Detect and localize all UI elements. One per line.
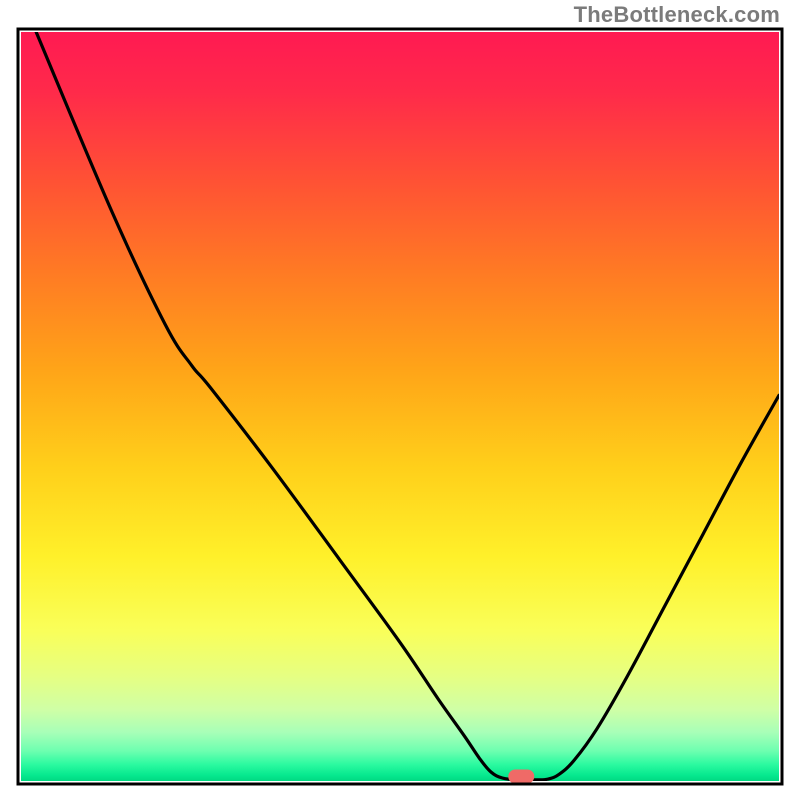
bottleneck-curve-chart — [0, 0, 800, 800]
chart-canvas: TheBottleneck.com — [0, 0, 800, 800]
source-watermark: TheBottleneck.com — [574, 2, 780, 28]
gradient-background — [21, 32, 779, 781]
optimal-point-marker — [508, 770, 534, 784]
